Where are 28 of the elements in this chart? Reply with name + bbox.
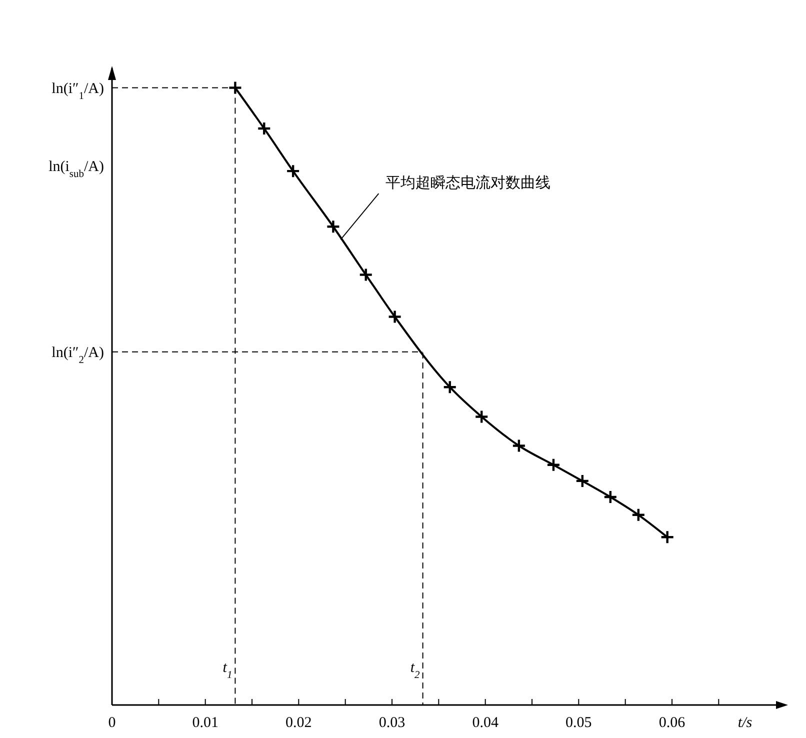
point [512,438,526,453]
annotation: 平均超瞬态电流对数曲线 [386,174,551,192]
x-tick-label: 0 [108,715,116,731]
x-tick-label: 0.02 [286,715,312,731]
point [326,220,340,234]
ref-line-label: ln(i″$_{1}$/A) [52,80,104,102]
ref-line-label: t$_{1}$ [222,660,232,680]
text: ln(i$_{sub}$/A) [48,159,104,180]
point [660,530,674,544]
x-axis-title: t/s [738,715,752,731]
x-tick-label: 0.06 [658,715,686,731]
ref-line-label: t$_{2}$ [410,660,421,680]
ref-line-label: ln(i″$_{2}$/A) [52,344,104,366]
x-tick-label: 0.03 [378,715,406,731]
point [257,121,272,136]
point [474,410,489,424]
point [575,474,590,488]
point [546,458,561,472]
point [358,268,373,282]
x-tick-label: 0.04 [472,715,499,731]
point [631,508,646,522]
point [286,164,300,178]
point [442,380,457,394]
x-tick-label: 0.05 [566,715,592,731]
point [228,80,242,95]
point [603,490,618,504]
point [388,310,402,324]
x-tick-label: 0.01 [192,715,218,731]
